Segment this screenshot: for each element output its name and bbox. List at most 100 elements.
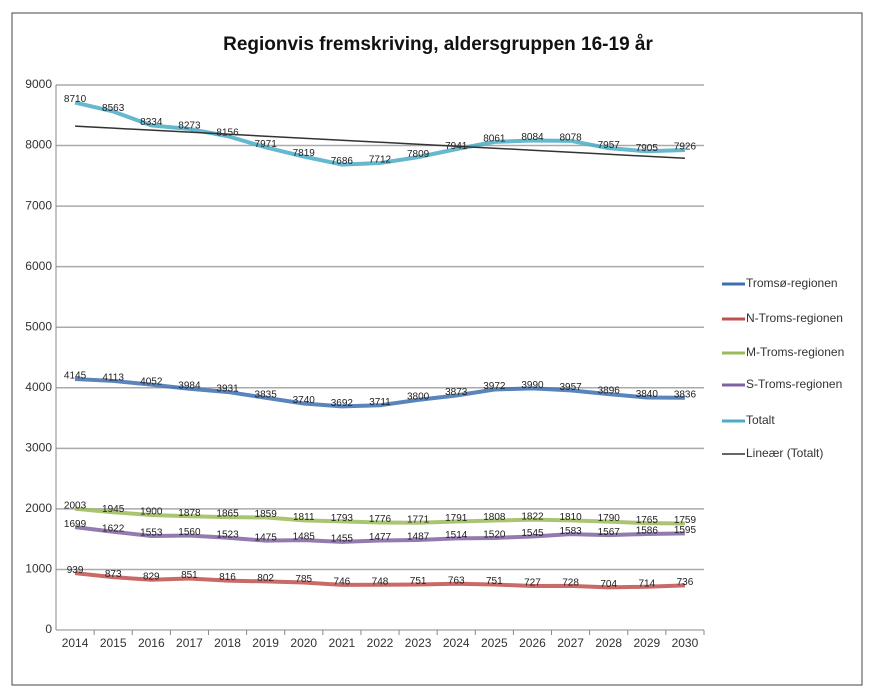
x-tick-label: 2023 [405, 636, 432, 650]
y-tick-label: 4000 [25, 380, 52, 394]
x-tick-label: 2018 [214, 636, 241, 650]
value-label: 3896 [598, 386, 621, 397]
value-label: 1859 [255, 509, 278, 520]
value-label: 7819 [293, 148, 316, 159]
x-tick-label: 2024 [443, 636, 470, 650]
value-label: 728 [562, 578, 579, 589]
value-label: 1759 [674, 515, 697, 526]
value-label: 3990 [521, 380, 544, 391]
value-label: 751 [410, 576, 427, 587]
value-label: 1811 [293, 512, 315, 523]
chart-title: Regionvis fremskriving, aldersgruppen 16… [223, 34, 653, 55]
value-label: 1808 [483, 512, 506, 523]
value-label: 1545 [521, 528, 544, 539]
value-label: 1583 [559, 526, 582, 537]
value-label: 8710 [64, 94, 87, 105]
series-line [74, 571, 686, 590]
value-label: 1475 [255, 532, 278, 543]
legend-label: Tromsø-regionen [746, 276, 838, 290]
value-label: 1793 [331, 513, 354, 524]
value-label: 746 [334, 576, 351, 587]
value-label: 1622 [102, 523, 125, 534]
x-tick-label: 2019 [252, 636, 279, 650]
value-label: 1487 [407, 532, 430, 543]
value-label: 1865 [216, 509, 239, 520]
x-tick-label: 2021 [329, 636, 356, 650]
y-tick-label: 1000 [25, 562, 52, 576]
x-tick-label: 2017 [176, 636, 203, 650]
value-label: 829 [143, 571, 160, 582]
value-label: 3957 [559, 382, 582, 393]
x-tick-label: 2029 [633, 636, 660, 650]
value-label: 8156 [216, 128, 239, 139]
value-label: 785 [295, 574, 312, 585]
value-label: 704 [600, 579, 617, 590]
value-label: 1699 [64, 519, 87, 530]
value-label: 2003 [64, 500, 87, 511]
value-label: 3972 [483, 381, 506, 392]
x-tick-label: 2022 [367, 636, 394, 650]
value-label: 1765 [636, 515, 659, 526]
value-label: 7905 [636, 143, 659, 154]
value-label: 3984 [178, 380, 201, 391]
value-label: 1485 [293, 532, 316, 543]
value-label: 1567 [598, 527, 621, 538]
y-tick-label: 8000 [25, 138, 52, 152]
legend-label: N-Troms-regionen [746, 311, 843, 325]
value-label: 7712 [369, 155, 392, 166]
x-tick-label: 2014 [62, 636, 89, 650]
value-label: 939 [67, 565, 84, 576]
y-tick-label: 9000 [25, 77, 52, 91]
value-label: 7926 [674, 142, 697, 153]
value-label: 3836 [674, 389, 697, 400]
value-label: 1822 [521, 511, 544, 522]
value-label: 816 [219, 572, 236, 583]
series-line [74, 525, 685, 544]
series-line [74, 376, 685, 409]
value-label: 1810 [559, 512, 582, 523]
value-label: 802 [257, 573, 274, 584]
value-label: 1945 [102, 504, 125, 515]
x-tick-label: 2030 [672, 636, 699, 650]
value-label: 4145 [64, 371, 87, 382]
y-tick-label: 3000 [25, 441, 52, 455]
value-label: 851 [181, 570, 198, 581]
legend-label: Totalt [746, 413, 775, 427]
legend-label: Lineær (Totalt) [746, 446, 823, 460]
value-label: 8084 [521, 132, 544, 143]
value-label: 873 [105, 569, 122, 580]
value-label: 1477 [369, 532, 392, 543]
value-label: 714 [638, 578, 655, 589]
x-tick-label: 2028 [595, 636, 622, 650]
legend-label: M-Troms-regionen [746, 345, 844, 359]
series-line [75, 125, 685, 160]
x-tick-label: 2020 [290, 636, 317, 650]
x-tick-label: 2026 [519, 636, 546, 650]
value-label: 3931 [216, 384, 239, 395]
value-label: 1520 [483, 530, 506, 541]
value-label: 3840 [636, 389, 659, 400]
x-tick-label: 2016 [138, 636, 165, 650]
x-tick-label: 2027 [557, 636, 584, 650]
value-label: 3711 [369, 397, 391, 408]
value-label: 8078 [559, 132, 582, 143]
value-label: 8334 [140, 117, 163, 128]
value-label: 7809 [407, 149, 430, 160]
value-label: 7957 [598, 140, 621, 151]
value-label: 736 [677, 577, 694, 588]
value-label: 1900 [140, 507, 163, 518]
value-label: 1791 [445, 513, 468, 524]
value-label: 1776 [369, 514, 392, 525]
value-label: 1586 [636, 526, 659, 537]
value-label: 1790 [598, 513, 621, 524]
legend-label: S-Troms-regionen [746, 377, 842, 391]
value-label: 3800 [407, 392, 430, 403]
value-label: 1878 [178, 508, 201, 519]
value-label: 3740 [293, 395, 316, 406]
value-label: 3692 [331, 398, 354, 409]
value-label: 7686 [331, 156, 354, 167]
value-label: 4052 [140, 376, 163, 387]
value-label: 8563 [102, 103, 125, 114]
y-tick-label: 0 [45, 622, 52, 636]
